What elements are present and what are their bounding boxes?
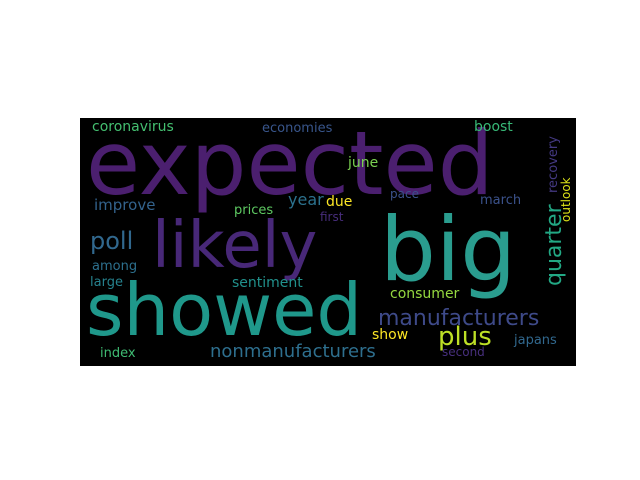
word-june: june — [348, 155, 379, 171]
word-showed: showed — [86, 268, 363, 352]
word-show: show — [372, 327, 409, 343]
word-japans: japans — [514, 333, 557, 348]
word-second: second — [442, 345, 485, 359]
word-pace: pace — [390, 187, 419, 201]
word-outlook: outlook — [559, 177, 573, 222]
word-big: big — [380, 198, 517, 301]
word-cloud: expected showed big likely manufacturers… — [80, 118, 576, 366]
word-manufacturers: manufacturers — [378, 306, 540, 331]
word-large: large — [90, 275, 123, 290]
word-economies: economies — [262, 121, 333, 136]
word-first: first — [320, 210, 344, 224]
word-due: due — [326, 194, 353, 210]
word-likely: likely — [152, 209, 318, 283]
word-march: march — [480, 193, 522, 208]
word-index: index — [100, 346, 136, 361]
word-poll: poll — [90, 227, 134, 255]
word-coronavirus: coronavirus — [92, 119, 174, 135]
word-expected: expected — [86, 118, 494, 215]
word-nonmanufacturers: nonmanufacturers — [210, 341, 376, 362]
word-prices: prices — [234, 203, 274, 218]
word-improve: improve — [94, 196, 156, 214]
word-year: year — [288, 190, 324, 209]
word-among: among — [92, 259, 138, 274]
word-sentiment: sentiment — [232, 275, 303, 291]
word-boost: boost — [474, 119, 513, 135]
word-consumer: consumer — [390, 286, 460, 302]
word-plus: plus — [438, 322, 492, 352]
